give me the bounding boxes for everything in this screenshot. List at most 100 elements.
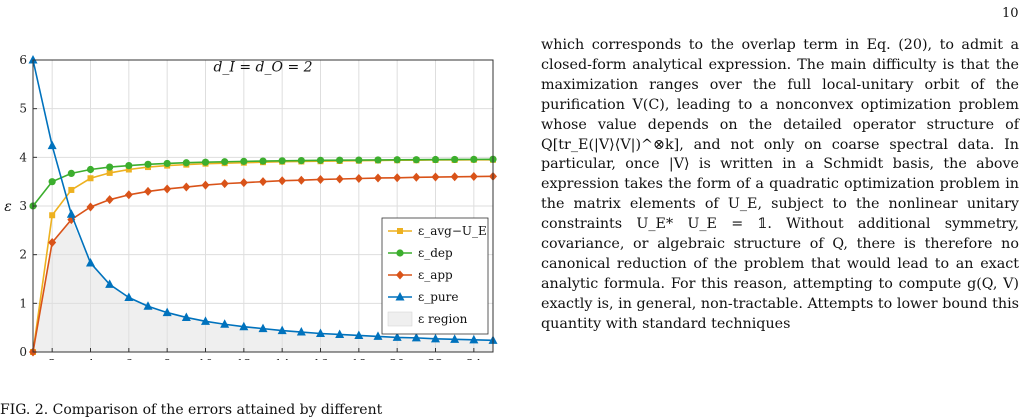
- data-point: [277, 325, 287, 335]
- data-point: [144, 186, 152, 196]
- y-tick-label: 3: [19, 199, 27, 213]
- figure: 246810121416182022240123456d_Eεd_I = d_O…: [0, 40, 510, 420]
- data-point: [278, 157, 286, 165]
- data-point: [450, 334, 460, 343]
- legend-marker: [397, 228, 403, 234]
- data-point: [354, 330, 364, 339]
- data-point: [48, 238, 57, 247]
- data-point: [335, 174, 344, 184]
- data-point: [220, 319, 230, 328]
- body-paragraph: which corresponds to the overlap term in…: [541, 37, 1019, 332]
- legend-region-swatch: [387, 311, 413, 327]
- y-tick-label: 5: [19, 102, 27, 116]
- y-axis-label: ε: [4, 199, 12, 215]
- data-point: [355, 156, 363, 164]
- data-point: [373, 331, 383, 340]
- legend-label: ε_dep: [418, 246, 453, 260]
- data-point: [105, 279, 115, 288]
- x-tick-label: 8: [163, 357, 171, 360]
- data-point: [47, 140, 57, 150]
- data-point: [374, 173, 382, 183]
- x-tick-label: 14: [275, 357, 291, 360]
- data-point: [49, 212, 56, 219]
- data-point: [28, 55, 38, 64]
- data-point: [105, 195, 114, 205]
- data-point: [201, 158, 210, 166]
- data-point: [162, 307, 172, 317]
- data-point: [259, 157, 267, 165]
- data-point: [124, 190, 133, 200]
- legend-marker: [396, 249, 404, 257]
- data-point: [431, 155, 440, 164]
- data-point: [163, 184, 172, 194]
- legend-label: ε region: [418, 312, 468, 326]
- data-point: [106, 169, 113, 176]
- data-point: [469, 172, 478, 182]
- data-point: [124, 292, 134, 301]
- data-point: [163, 159, 171, 168]
- data-point: [336, 156, 344, 164]
- data-point: [143, 301, 153, 310]
- x-tick-label: 2: [48, 357, 56, 360]
- data-point: [125, 166, 132, 173]
- data-point: [68, 186, 75, 193]
- data-point: [106, 163, 114, 171]
- data-point: [431, 172, 440, 182]
- data-point: [316, 174, 325, 184]
- data-point: [374, 156, 382, 164]
- data-point: [411, 332, 421, 342]
- data-point: [296, 327, 306, 336]
- x-tick-label: 10: [198, 357, 213, 360]
- data-point: [412, 156, 420, 164]
- x-tick-label: 4: [87, 357, 95, 360]
- y-tick-label: 6: [19, 53, 27, 67]
- legend-marker: [396, 270, 404, 280]
- epsilon-region: [33, 219, 493, 352]
- data-point: [201, 180, 210, 190]
- data-point: [412, 172, 421, 182]
- data-point: [393, 156, 401, 164]
- data-point: [48, 178, 56, 186]
- data-point: [181, 312, 191, 321]
- data-point: [182, 182, 191, 192]
- data-point: [316, 156, 325, 164]
- data-point: [86, 257, 95, 267]
- data-point: [220, 179, 229, 189]
- page-number: 10: [1002, 6, 1019, 21]
- legend-label: ε_avg−U_E: [418, 224, 487, 238]
- data-point: [451, 155, 459, 164]
- data-point: [258, 323, 268, 333]
- y-tick-label: 0: [19, 345, 27, 359]
- data-point: [450, 172, 459, 182]
- plot-annotation: d_I = d_O = 2: [213, 60, 312, 76]
- data-point: [393, 173, 402, 183]
- data-point: [86, 165, 95, 174]
- y-tick-label: 1: [19, 296, 27, 310]
- figure-caption: FIG. 2. Comparison of the errors attaine…: [0, 402, 383, 418]
- data-point: [259, 177, 267, 187]
- legend-label: ε_app: [418, 268, 453, 282]
- data-point: [297, 156, 305, 165]
- body-text: which corresponds to the overlap term in…: [541, 36, 1019, 335]
- data-point: [221, 158, 229, 166]
- data-point: [87, 175, 94, 182]
- data-point: [278, 176, 287, 186]
- data-point: [239, 321, 249, 331]
- y-tick-label: 2: [19, 248, 27, 262]
- data-point: [144, 160, 152, 168]
- data-point: [125, 162, 133, 170]
- x-tick-label: 20: [390, 357, 405, 360]
- data-point: [297, 175, 306, 185]
- data-point: [431, 333, 440, 343]
- legend-label: ε_pure: [418, 290, 458, 304]
- data-point: [354, 174, 363, 184]
- data-point: [470, 155, 478, 163]
- x-tick-label: 6: [125, 357, 133, 360]
- x-tick-label: 24: [466, 357, 482, 360]
- data-point: [240, 157, 248, 165]
- data-point: [66, 209, 76, 218]
- data-point: [201, 316, 210, 325]
- data-point: [316, 328, 325, 338]
- x-tick-label: 12: [236, 357, 251, 360]
- x-tick-label: 22: [428, 357, 443, 360]
